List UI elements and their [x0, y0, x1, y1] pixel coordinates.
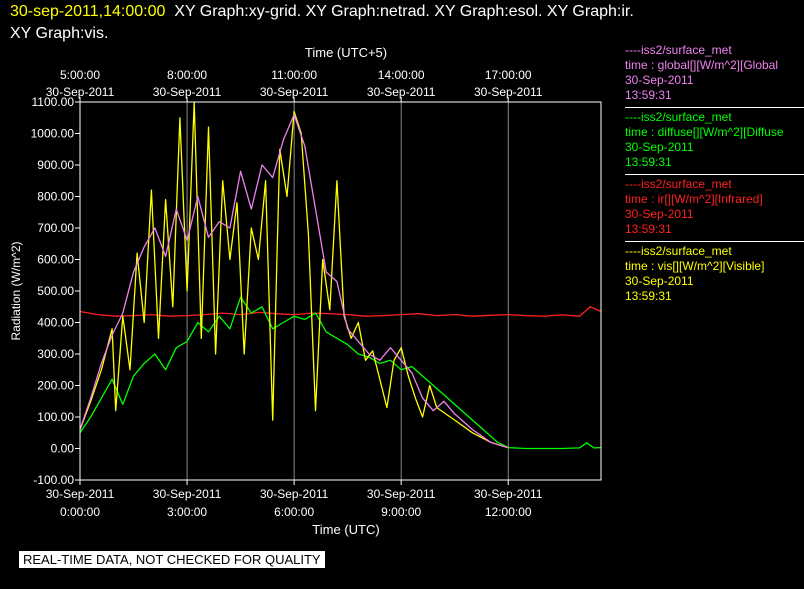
x-tick-time-bottom: 0:00:00	[60, 505, 100, 519]
legend-entry: ----iss2/surface_met time : diffuse[][W/m…	[625, 107, 804, 174]
x-tick-date-bottom: 30-Sep-2011	[260, 487, 329, 501]
legend-date: 30-Sep-2011	[625, 73, 694, 87]
x-tick-date-top: 30-Sep-2011	[153, 85, 222, 99]
x-tick-time-bottom: 3:00:00	[167, 505, 207, 519]
x-tick-date-bottom: 30-Sep-2011	[367, 487, 436, 501]
series-line-1	[79, 296, 602, 450]
legend-field: time : ir[][W/m^2][Infrared]	[625, 192, 763, 206]
legend-source: ----iss2/surface_met	[625, 177, 732, 191]
x-tick-time-top: 5:00:00	[60, 68, 100, 82]
legend-entry: ----iss2/surface_met time : vis[][W/m^2][…	[625, 241, 804, 308]
tick-group: -100.00 0.00 100.00 200.00 300.00 400.00 500.0…	[31, 68, 543, 519]
y-tick-label: 100.00	[37, 410, 74, 424]
legend-time: 13:59:31	[625, 222, 672, 236]
legend-source: ----iss2/surface_met	[625, 43, 732, 57]
y-tick-label: 500.00	[37, 284, 74, 298]
legend-field: time : diffuse[][W/m^2][Diffuse	[625, 125, 784, 139]
x-tick-date-top: 30-Sep-2011	[367, 85, 436, 99]
x-tick-date-top: 30-Sep-2011	[260, 85, 329, 99]
series-line-0	[79, 306, 602, 317]
legend-date: 30-Sep-2011	[625, 274, 694, 288]
x-tick-time-bottom: 12:00:00	[485, 505, 532, 519]
legend-time: 13:59:31	[625, 88, 672, 102]
header-line2: XY Graph:vis.	[10, 25, 109, 42]
x-tick-date-top: 30-Sep-2011	[46, 85, 115, 99]
y-axis-label: Radiation (W/m^2)	[9, 242, 23, 341]
x-tick-date-top: 30-Sep-2011	[474, 85, 543, 99]
y-tick-label: 1100.00	[32, 95, 75, 109]
x-tick-time-bottom: 9:00:00	[381, 505, 421, 519]
x-axis-bottom-label: Time (UTC)	[312, 522, 379, 537]
quality-notice: REAL-TIME DATA, NOT CHECKED FOR QUALITY	[19, 551, 325, 568]
x-tick-time-top: 17:00:00	[485, 68, 532, 82]
y-tick-label: -100.00	[33, 473, 74, 487]
x-tick-time-top: 8:00:00	[167, 68, 207, 82]
legend-source: ----iss2/surface_met	[625, 244, 732, 258]
y-tick-label: 600.00	[37, 253, 74, 267]
y-tick-label: 800.00	[37, 190, 74, 204]
header-graph-list: XY Graph:xy-grid. XY Graph:netrad. XY Gr…	[174, 3, 634, 20]
grid-lines	[79, 102, 509, 480]
x-tick-time-top: 14:00:00	[378, 68, 425, 82]
x-tick-date-bottom: 30-Sep-2011	[153, 487, 222, 501]
x-tick-date-bottom: 30-Sep-2011	[46, 487, 115, 501]
y-tick-label: 700.00	[37, 221, 74, 235]
x-tick-time-top: 11:00:00	[271, 68, 317, 82]
y-tick-label: 200.00	[37, 379, 74, 393]
x-tick-date-bottom: 30-Sep-2011	[474, 487, 543, 501]
series-group	[79, 101, 602, 450]
header-timestamp: 30-sep-2011,14:00:00	[10, 3, 166, 20]
y-tick-label: 300.00	[37, 347, 74, 361]
x-axis-top-label: Time (UTC+5)	[305, 45, 387, 60]
legend-entry: ----iss2/surface_met time : ir[][W/m^2][I…	[625, 174, 804, 241]
legend-time: 13:59:31	[625, 289, 672, 303]
legend-date: 30-Sep-2011	[625, 140, 694, 154]
legend-field: time : vis[][W/m^2][Visible]	[625, 259, 765, 273]
y-tick-label: 400.00	[37, 316, 74, 330]
legend-source: ----iss2/surface_met	[625, 110, 732, 124]
legend-time: 13:59:31	[625, 155, 672, 169]
x-tick-time-bottom: 6:00:00	[274, 505, 314, 519]
series-line-3	[79, 113, 509, 449]
y-tick-label: 0.00	[51, 442, 75, 456]
header-line1: 30-sep-2011,14:00:00 XY Graph:xy-grid. X…	[10, 2, 634, 22]
legend-field: time : global[][W/m^2][Global	[625, 58, 779, 72]
legend: ----iss2/surface_met time : global[][W/m^…	[625, 41, 804, 308]
y-tick-label: 1000.00	[31, 127, 75, 141]
y-tick-label: 900.00	[37, 158, 74, 172]
legend-entry: ----iss2/surface_met time : global[][W/m^…	[625, 41, 804, 107]
legend-date: 30-Sep-2011	[625, 207, 694, 221]
series-line-2	[79, 101, 509, 449]
